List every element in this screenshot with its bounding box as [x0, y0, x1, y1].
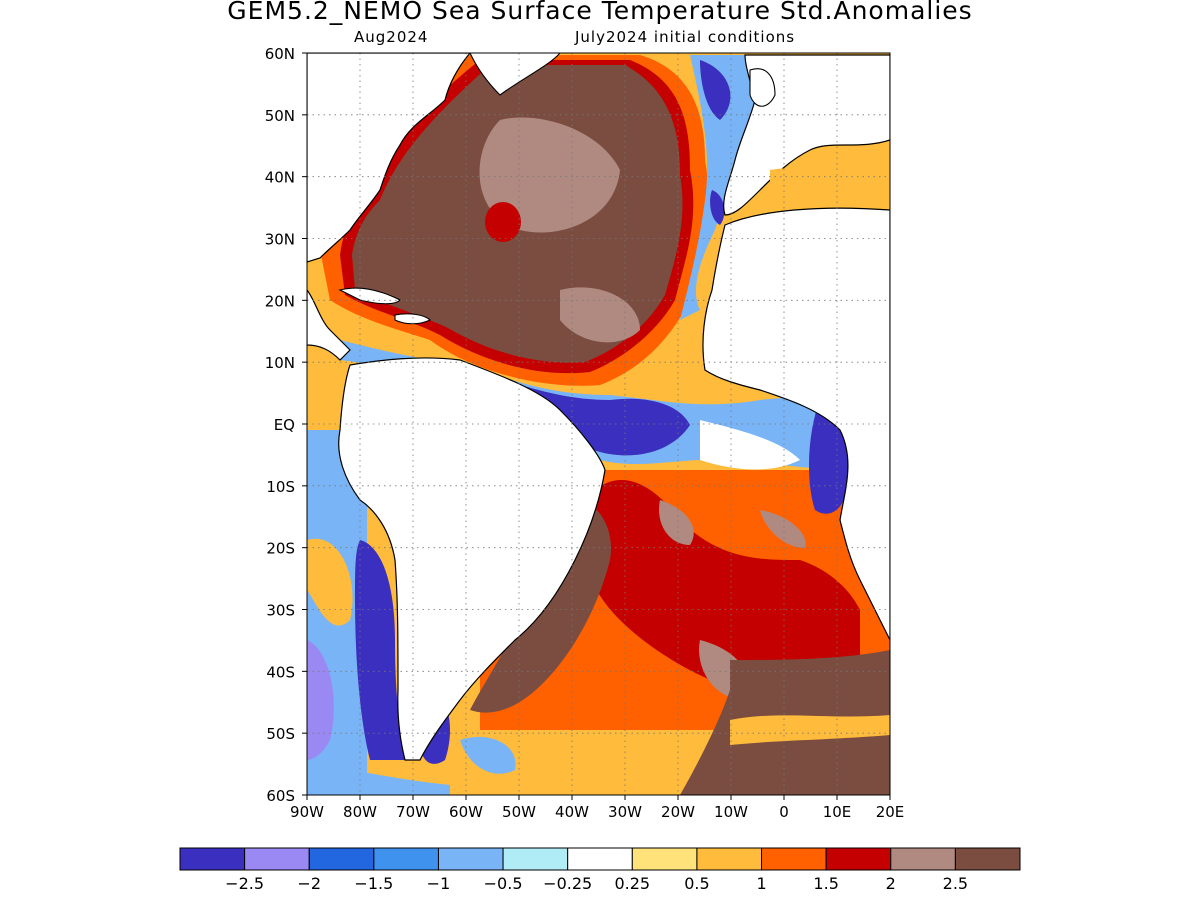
colorbar-swatch — [373, 847, 439, 871]
colorbar-label: 1 — [756, 874, 766, 893]
colorbar-label: −2 — [297, 874, 321, 893]
colorbar-swatch — [179, 847, 246, 871]
north-atlantic-mauve-patch — [479, 117, 620, 233]
graticule — [307, 53, 890, 795]
lat-tick-label: 50S — [266, 725, 295, 743]
south-atlantic-mauve-2 — [760, 510, 806, 548]
pacific-warm-patch — [307, 538, 353, 626]
south-atlantic-cool-patch — [460, 736, 516, 774]
lat-tick-label: 10S — [266, 478, 295, 496]
northeast-cold-spot — [700, 60, 731, 120]
colorbar-label: −0.5 — [484, 874, 523, 893]
colorbar-swatch — [308, 847, 375, 871]
colorbar-label: −0.25 — [543, 874, 592, 893]
colorbar-swatch — [825, 847, 892, 871]
equatorial-neutral-patch — [700, 420, 800, 470]
mediterranean-sea — [770, 167, 870, 200]
greenland-landmass — [469, 53, 561, 96]
lat-tick-label: 30N — [265, 231, 295, 249]
colorbar-label: −2.5 — [225, 874, 264, 893]
cuba-island — [338, 287, 401, 305]
colorbar-label: 0.5 — [684, 874, 709, 893]
lon-tick-label: 20E — [876, 803, 905, 821]
landmasses — [307, 53, 890, 761]
lat-tick-label: 20N — [265, 292, 295, 310]
chart-title: GEM5.2_NEMO Sea Surface Temperature Std.… — [227, 0, 973, 25]
iberia-cold-spot — [710, 190, 725, 225]
lon-tick-label: 10E — [823, 803, 852, 821]
lat-tick-label: 40S — [266, 663, 295, 681]
colorbar-label: 0.25 — [614, 874, 650, 893]
colorbar-swatch — [954, 847, 1021, 871]
colorbar-swatch — [761, 847, 827, 871]
lat-tick-label: 40N — [265, 169, 295, 187]
colorbar-swatch — [890, 847, 956, 871]
south-atlantic-red-band — [583, 480, 860, 698]
lat-tick-label: 60S — [266, 787, 295, 805]
southern-ocean-orange-streak — [730, 715, 890, 745]
north-atlantic-red-spot — [485, 202, 521, 242]
lat-tick-label: 20S — [266, 540, 295, 558]
colorbar-label: 2.5 — [943, 874, 968, 893]
north-america-landmass — [307, 53, 471, 263]
lat-tick-label: 10N — [265, 354, 295, 372]
hispaniola-island — [394, 313, 431, 325]
africa-landmass — [702, 207, 890, 641]
lon-tick-label: 90W — [290, 803, 324, 821]
colorbar-swatch — [502, 847, 569, 871]
british-isles — [749, 68, 776, 107]
colorbar-label: 2 — [886, 874, 896, 893]
lon-tick-label: 60W — [449, 803, 483, 821]
longitude-axis: 90W 80W 70W 60W 50W 40W 30W 20W 10W 0 10E 20E — [290, 795, 904, 821]
lon-tick-label: 50W — [502, 803, 536, 821]
lat-tick-label: 30S — [266, 602, 295, 620]
drake-passage-cool-band — [307, 760, 450, 795]
valid-month-label: Aug2024 — [354, 28, 429, 46]
colorbar-label: −1 — [427, 874, 451, 893]
pacific-purple-patch — [307, 640, 334, 760]
lon-tick-label: 10W — [714, 803, 748, 821]
colorbar-swatch — [696, 847, 763, 871]
colorbar-label: 1.5 — [813, 874, 838, 893]
lat-tick-label: EQ — [274, 416, 295, 434]
south-atlantic-mauve-1 — [659, 500, 694, 545]
lat-tick-label: 60N — [265, 45, 295, 63]
lon-tick-label: 0 — [779, 803, 789, 821]
colorbar-swatch — [437, 847, 504, 871]
north-atlantic-mauve-south — [560, 287, 640, 343]
south-america-landmass — [338, 357, 606, 761]
colorbar-swatch — [567, 847, 633, 871]
colorbar-swatch — [631, 847, 698, 871]
central-america-landmass — [307, 289, 351, 361]
lon-tick-label: 30W — [608, 803, 642, 821]
colorbar: −2.5 −2 −1.5 −1 −0.5 −0.25 0.25 0.5 1 1.5 2 2.5 — [179, 847, 1021, 893]
lat-tick-label: 50N — [265, 107, 295, 125]
lon-tick-label: 80W — [343, 803, 377, 821]
initial-conditions-label: July2024 initial conditions — [575, 28, 796, 46]
colorbar-swatch — [244, 847, 310, 871]
chile-coast-cold-band — [355, 540, 410, 760]
latitude-axis: 60N 50N 40N 30N 20N 10N EQ 10S 20S 30S 40S 50S 60S — [265, 45, 307, 805]
lon-tick-label: 70W — [396, 803, 430, 821]
colorbar-label: −1.5 — [354, 874, 393, 893]
lon-tick-label: 20W — [661, 803, 695, 821]
lon-tick-label: 40W — [555, 803, 589, 821]
